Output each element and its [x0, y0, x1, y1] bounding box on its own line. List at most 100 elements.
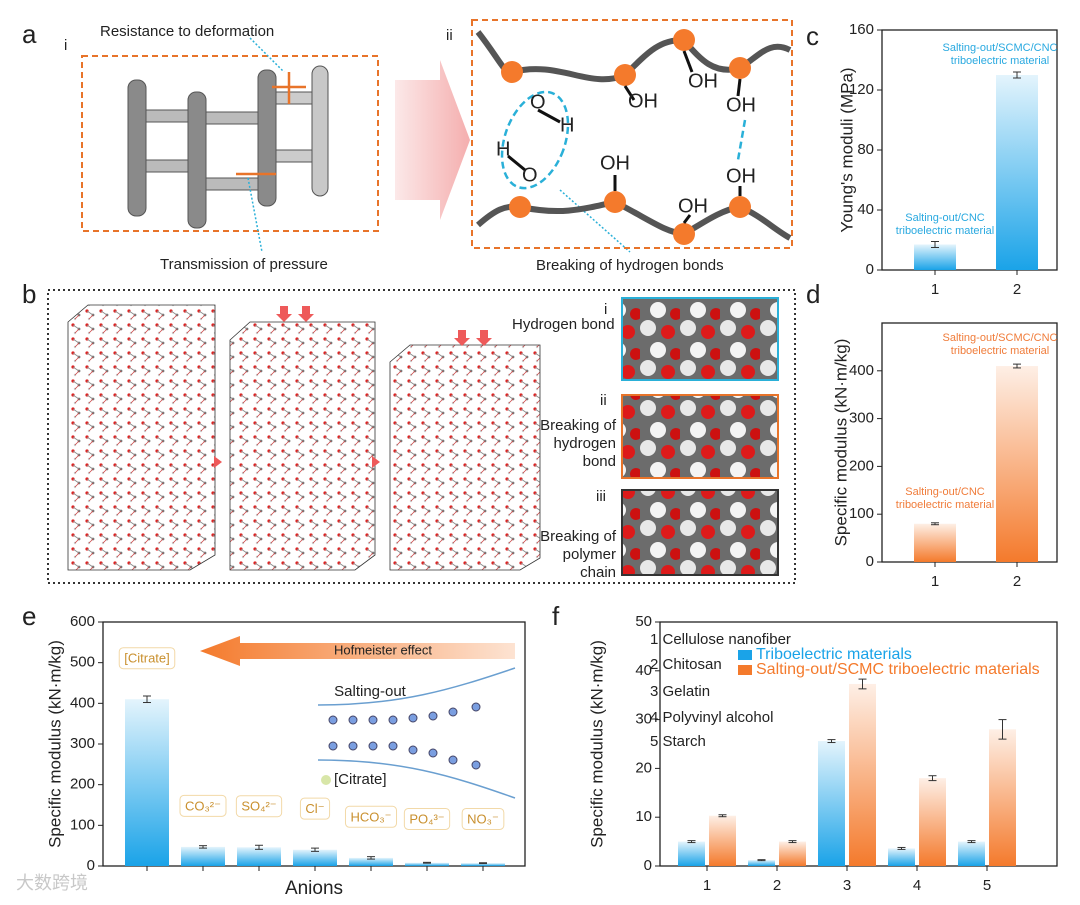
y-tick-label: 400 — [70, 694, 95, 711]
atom-label: H — [560, 114, 574, 136]
x-tick-label: 2 — [1013, 281, 1021, 298]
y-tick-label: 120 — [849, 81, 874, 98]
x-tick-label: 2 — [773, 877, 781, 894]
x-tick-label: 3 — [843, 877, 851, 894]
x-tick-label: 1 — [703, 877, 711, 894]
compress-arrow — [214, 306, 492, 468]
annotation: [Citrate] — [334, 771, 387, 788]
y-tick-label: 0 — [644, 857, 652, 874]
annotation: triboelectric material — [951, 55, 1049, 67]
bar — [349, 857, 393, 866]
error-bar — [858, 678, 867, 690]
label-line: Breaking of — [540, 417, 617, 434]
y-tick-label: 160 — [849, 21, 874, 38]
y-tick-label: 50 — [635, 613, 652, 630]
legend-swatch — [738, 650, 752, 660]
y-tick-label: 300 — [849, 410, 874, 427]
category-label: HCO₃⁻ — [350, 809, 391, 824]
category-box — [403, 807, 451, 830]
x-tick-label: 4 — [913, 877, 921, 894]
bar — [779, 841, 806, 866]
bar — [989, 729, 1016, 866]
error-bar — [931, 241, 939, 248]
y-axis-label: Specific modulus (kN·m/kg) — [831, 339, 850, 547]
error-bar — [897, 846, 906, 850]
label-line: Breaking of — [540, 528, 617, 545]
error-bar — [1013, 71, 1021, 79]
panel-label: f — [552, 601, 560, 631]
bar — [849, 683, 876, 866]
error-bar — [423, 861, 431, 864]
label: Resistance to deformation — [100, 23, 274, 40]
bar — [888, 848, 915, 866]
atom-label: OH — [688, 70, 718, 92]
category-box — [118, 647, 176, 670]
pointer — [247, 37, 631, 253]
category-label: Cl⁻ — [305, 801, 324, 816]
y-tick-label: 0 — [866, 261, 874, 278]
atom-label: OH — [628, 90, 658, 112]
bar — [461, 863, 505, 866]
bar — [818, 741, 845, 866]
y-tick-label: 200 — [849, 457, 874, 474]
error-bar — [718, 814, 727, 818]
x-tick-label: 2 — [1013, 573, 1021, 590]
transition-arrow — [395, 60, 470, 220]
category-label: CO₃²⁻ — [185, 798, 221, 813]
label-line: chain — [580, 564, 616, 581]
panel-label: d — [806, 279, 820, 309]
category-label: NO₃⁻ — [467, 811, 499, 826]
error-bar — [311, 847, 319, 852]
legend-label: Salting-out/SCMC triboelectric materials — [756, 661, 1040, 678]
error-bar — [827, 739, 836, 744]
legend-swatch — [738, 665, 752, 675]
simulation-box — [67, 304, 541, 571]
bar — [405, 862, 449, 866]
label: Breaking of hydrogen bond — [540, 417, 617, 470]
error-bar — [255, 844, 263, 850]
error-bar — [143, 695, 151, 704]
atom-label: OH — [678, 195, 708, 217]
annotation: Salting-out — [334, 683, 407, 700]
panel-label: e — [22, 601, 36, 631]
category-box — [179, 794, 227, 817]
annotation: Salting-out/SCMC/CNC — [943, 42, 1058, 54]
annotation: 3 Gelatin — [650, 683, 710, 700]
sub-label: iii — [596, 488, 606, 505]
dashed-frame — [81, 55, 379, 232]
category-label: SO₄²⁻ — [241, 799, 276, 814]
bar — [293, 849, 337, 866]
error-bar — [687, 840, 696, 844]
category-box — [235, 795, 283, 818]
error-bar — [967, 840, 976, 844]
annotation: Salting-out/CNC — [905, 486, 985, 498]
x-tick-label: 1 — [931, 573, 939, 590]
error-bar — [199, 845, 207, 849]
inset — [621, 297, 779, 381]
annotation: triboelectric material — [951, 345, 1049, 357]
label: Breaking of polymer chain — [540, 528, 617, 581]
annotation: Hofmeister effect — [334, 642, 432, 657]
error-bar — [931, 522, 939, 526]
category-box — [344, 805, 398, 828]
inset — [621, 394, 779, 479]
error-bar — [788, 840, 797, 844]
bond — [507, 50, 742, 224]
h-bond-ring — [500, 90, 570, 190]
y-axis-label: Specific modulus (kN·m/kg) — [587, 640, 606, 848]
label: Transmission of pressure — [160, 256, 328, 273]
bar — [709, 815, 736, 866]
atom-label: O — [522, 164, 538, 186]
annotation: 4 Polyvinyl alcohol — [650, 709, 773, 726]
force-arrows — [236, 72, 306, 176]
bar — [914, 244, 956, 270]
label-line: bond — [583, 453, 616, 470]
bar — [919, 778, 946, 866]
dashed-frame — [471, 19, 793, 249]
label-line: Hydrogen bond — [512, 316, 615, 333]
panel-label: c — [806, 21, 819, 51]
annotation: 1 Cellulose nanofiber — [650, 631, 791, 648]
error-bar — [1013, 363, 1021, 369]
y-tick-label: 40 — [857, 201, 874, 218]
